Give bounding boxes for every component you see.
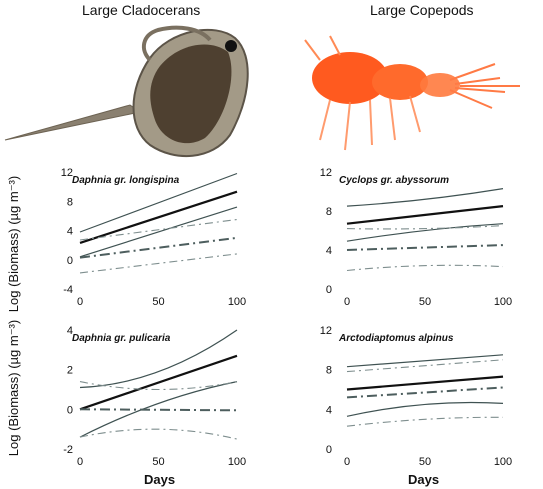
series-line-solid-thin [346, 188, 504, 207]
x-tick-label: 50 [419, 456, 431, 468]
x-tick-label: 100 [228, 456, 246, 468]
series-line-dashdot-thick [346, 244, 504, 251]
x-axis-label-left: Days [144, 472, 176, 487]
y-tick-label: 8 [67, 196, 73, 208]
cladoceran-illustration [4, 25, 249, 158]
y-tick-label: 8 [326, 206, 332, 218]
series-line-dashdot-thick [79, 236, 238, 259]
series-line-solid-thick [346, 375, 504, 391]
y-tick-label: 8 [326, 365, 332, 377]
series-line-solid-thick [79, 190, 238, 244]
x-tick-label: 0 [344, 456, 350, 468]
header-large-cladocerans: Large Cladocerans [82, 2, 201, 18]
y-tick-label: 12 [61, 167, 73, 179]
panel-daphnia-pulicaria: -2 0 2 4 0 50 100 Daphnia gr. pulicaria [63, 325, 246, 468]
y-tick-label: 4 [326, 245, 332, 257]
series-line-dashdot-thin [346, 359, 504, 373]
series-line-dashdot-thin [79, 381, 238, 391]
y-tick-label: 12 [320, 167, 332, 179]
series-line-solid-thin [79, 206, 238, 258]
series-line-solid-thin [346, 223, 504, 242]
series-line-solid-thin [346, 401, 504, 417]
y-tick-label: -4 [63, 284, 73, 296]
panel-title: Arctodiaptomus alpinus [338, 333, 454, 344]
x-axis-label-right: Days [408, 472, 440, 487]
series-line-solid-thin [346, 354, 504, 368]
x-tick-label: 100 [228, 296, 246, 308]
panel-title: Daphnia gr. longispina [72, 175, 180, 186]
x-tick-label: 50 [152, 296, 164, 308]
y-tick-label: 12 [320, 325, 332, 337]
panel-arctodiaptomus-alpinus: 0 4 8 12 0 50 100 Arctodiaptomus alpinus [320, 325, 512, 468]
panel-cyclops-abyssorum: 0 4 8 12 0 50 100 Cyclops gr. abyssorum [320, 167, 512, 308]
panel-daphnia-longispina: -4 0 4 8 12 0 50 100 Daphnia gr. longispina [61, 167, 246, 308]
y-tick-label: -2 [63, 444, 73, 456]
x-tick-label: 0 [344, 296, 350, 308]
copepod-illustration [304, 35, 520, 151]
x-tick-label: 0 [77, 296, 83, 308]
panel-title: Cyclops gr. abyssorum [339, 175, 449, 186]
x-tick-label: 0 [77, 456, 83, 468]
y-tick-label: 4 [67, 325, 73, 337]
x-tick-label: 50 [419, 296, 431, 308]
x-tick-label: 100 [494, 456, 512, 468]
series-line-solid-thin [79, 172, 238, 233]
y-tick-label: 0 [326, 444, 332, 456]
series-line-dashdot-thin [79, 253, 238, 274]
series-line-solid-thick [346, 205, 504, 225]
series-line-dashdot-thin [346, 225, 504, 230]
y-tick-label: 0 [67, 255, 73, 267]
x-tick-label: 50 [152, 456, 164, 468]
series-line-solid-thin [79, 329, 238, 389]
series-line-dashdot-thick [346, 386, 504, 399]
panel-title: Daphnia gr. pulicaria [72, 333, 171, 344]
series-line-dashdot-thin [79, 428, 238, 440]
x-tick-label: 100 [494, 296, 512, 308]
series-line-dashdot-thick [79, 408, 238, 412]
series-line-solid-thin [79, 381, 238, 438]
y-tick-label: 2 [67, 365, 73, 377]
series-line-dashdot-thin [346, 264, 504, 272]
series-line-solid-thick [79, 354, 238, 411]
y-tick-label: 0 [326, 284, 332, 296]
y-tick-label: 4 [326, 404, 332, 416]
series-line-dashdot-thin [79, 218, 238, 241]
y-tick-label: 4 [67, 226, 73, 238]
header-large-copepods: Large Copepods [370, 2, 474, 18]
y-tick-label: 0 [67, 404, 73, 416]
series-line-dashdot-thin [346, 416, 504, 427]
